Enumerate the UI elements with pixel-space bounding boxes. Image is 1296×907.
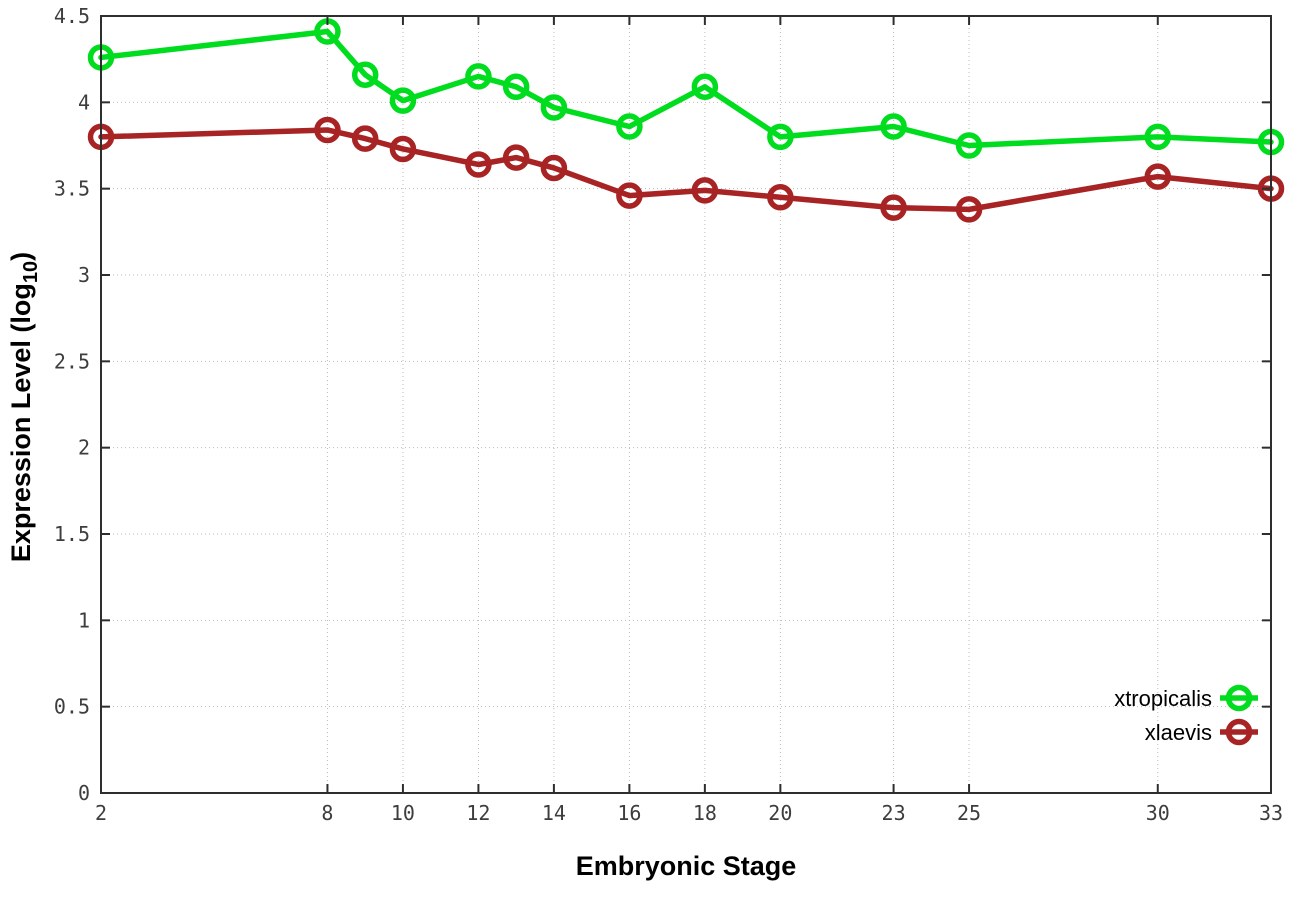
data-point-xtropicalis [880,113,907,140]
data-point-xtropicalis [502,73,530,101]
x-tick-label: 12 [466,801,490,825]
series-line-xtropicalis [98,28,1274,149]
series-layer [87,18,1285,223]
y-tick-label: 2 [78,436,90,460]
x-tick-label: 2 [95,801,107,825]
x-tick-label: 25 [957,801,981,825]
x-tick-label: 23 [882,801,906,825]
y-tick-label: 4.5 [54,4,90,28]
y-axis-title-close: ) [6,252,36,261]
y-tick-label: 4 [78,90,90,114]
y-tick-label: 0 [78,781,90,805]
data-point-xtropicalis [465,63,492,90]
data-point-xlaevis [767,184,794,211]
x-tick-label: 18 [693,801,717,825]
y-tick-label: 3.5 [54,177,90,201]
legend-item-xlaevis: xlaevis [1145,718,1258,746]
y-tick-label: 1.5 [54,522,90,546]
legend-marker-xtropicalis [1225,684,1253,712]
plot-border-layer [100,15,1272,794]
data-point-xlaevis [351,125,379,152]
x-axis-title: Embryonic Stage [576,851,797,881]
y-tick-label: 2.5 [54,349,90,373]
data-point-xtropicalis [691,73,719,101]
data-point-xtropicalis [389,87,417,114]
plot-border [100,15,1272,794]
grid-layer [101,16,1271,793]
data-point-xtropicalis [351,61,379,88]
y-axis-title: Expression Level (log10) [6,252,42,562]
legend-label-xlaevis: xlaevis [1145,720,1212,745]
data-point-xlaevis [389,135,417,163]
data-point-xtropicalis [955,132,983,159]
x-tick-label: 20 [768,801,792,825]
data-point-xlaevis [314,116,341,144]
x-tick-label: 10 [391,801,415,825]
legend: xtropicalis xlaevis [1114,684,1258,746]
tick-layer [100,15,1272,794]
data-point-xtropicalis [540,94,568,121]
x-tick-label: 30 [1146,801,1170,825]
data-point-xlaevis [955,196,983,223]
y-tick-label: 0.5 [54,695,90,719]
data-point-xlaevis [540,154,568,182]
data-point-xlaevis [880,194,907,221]
data-point-xlaevis [691,177,719,204]
data-point-xlaevis [616,182,643,209]
tick-label-layer: 2 8 10 12 14 16 18 20 23 25 30 33 0 0.5 1 1.5 2 2.5 3 3.5 4 4… [54,4,1283,825]
y-tick-label: 1 [78,608,90,632]
y-axis-title-main: Expression Level (log [6,283,36,562]
x-tick-label: 16 [617,801,641,825]
data-point-xtropicalis [767,123,794,151]
x-tick-label: 14 [542,801,566,825]
data-point-xtropicalis [1144,123,1172,151]
data-point-xlaevis [502,144,530,171]
y-tick-label: 3 [78,263,90,287]
legend-marker-xlaevis [1225,718,1253,746]
data-point-xlaevis [1144,163,1172,190]
y-axis-title-subscript: 10 [20,261,42,283]
data-point-xtropicalis [616,113,643,140]
x-tick-label: 8 [321,801,333,825]
legend-label-xtropicalis: xtropicalis [1114,686,1212,711]
legend-item-xtropicalis: xtropicalis [1114,684,1258,712]
x-tick-label: 33 [1259,801,1283,825]
data-point-xlaevis [465,151,492,178]
